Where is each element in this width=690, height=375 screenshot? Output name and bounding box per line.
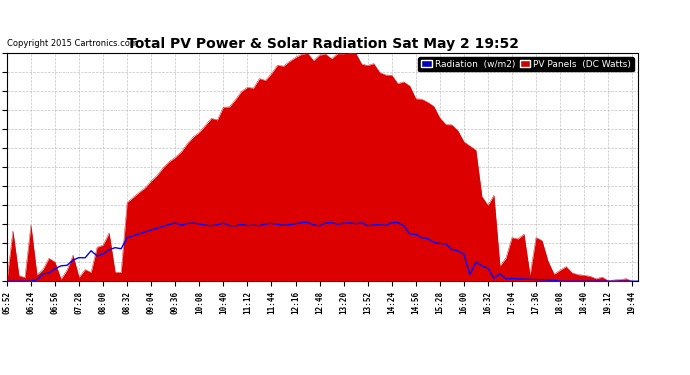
Title: Total PV Power & Solar Radiation Sat May 2 19:52: Total PV Power & Solar Radiation Sat May… [126,38,519,51]
Legend: Radiation  (w/m2), PV Panels  (DC Watts): Radiation (w/m2), PV Panels (DC Watts) [418,57,633,71]
Text: Copyright 2015 Cartronics.com: Copyright 2015 Cartronics.com [7,39,138,48]
